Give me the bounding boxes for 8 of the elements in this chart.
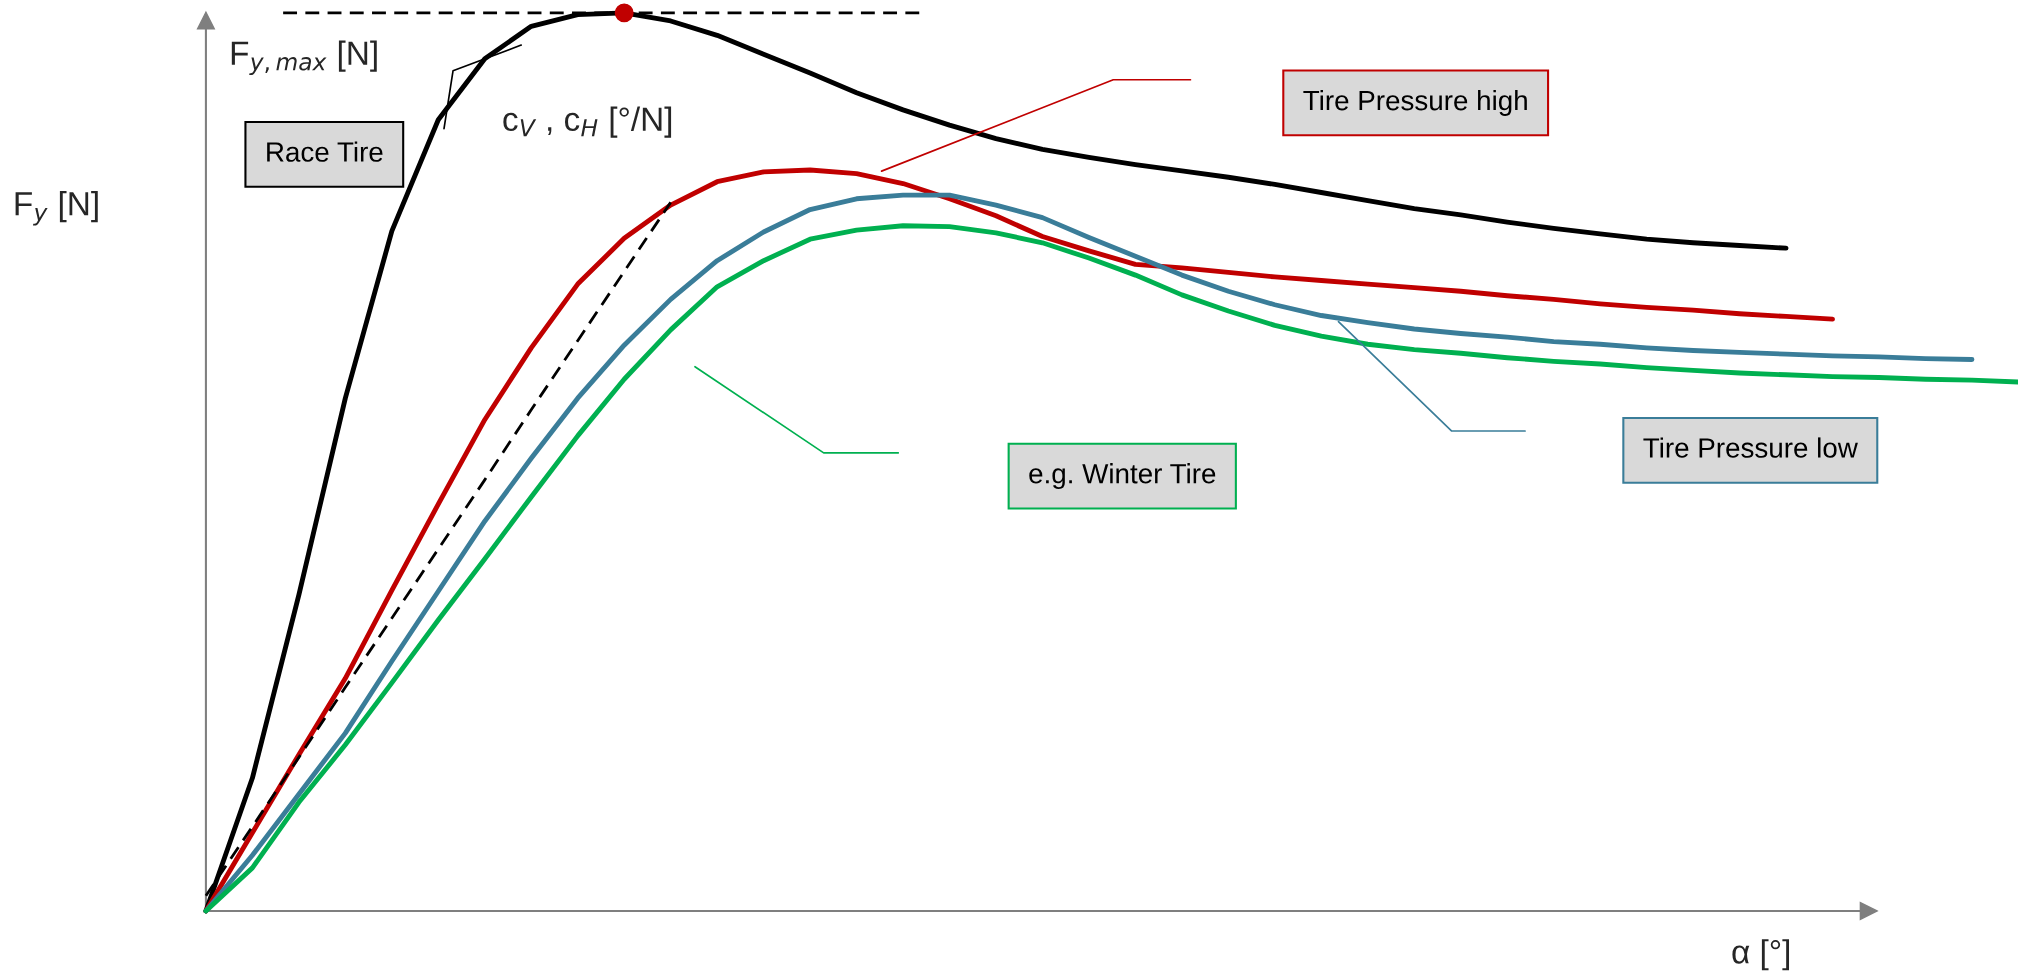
x-axis-title: α [°] [1732, 939, 1790, 971]
y-axis-title: F$_{y}$ [N] [15, 191, 98, 226]
text: Tire Pressure high [1303, 89, 1527, 116]
text: Tire Pressure low [1643, 437, 1858, 458]
series-label: Race Tire [267, 141, 383, 162]
ref-line-label: F$_{y,max}$ [N] [231, 40, 377, 76]
annotation: c$_{V}$ , c$_{H}$ [°/N] [503, 106, 672, 138]
text: e.g. Winter Tire [1029, 463, 1216, 490]
